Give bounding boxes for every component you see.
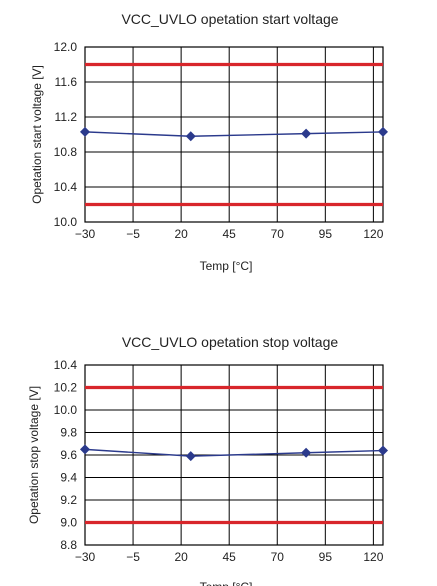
chart2-y-tick-label-1: 9.0 [60,516,77,530]
chart1-title: VCC_UVLO opetation start voltage [121,11,338,27]
chart1-plot-frame [84,46,384,223]
chart2-data-point-0 [80,444,90,455]
chart1-y-tick-label-5: 12.0 [54,40,78,54]
chart2-x-axis-label: Temp [°C] [200,580,253,586]
chart1-y-tick-label-3: 11.2 [55,110,78,124]
chart2-series-line-0 [84,448,384,457]
chart1-y-tick-label-0: 10.0 [54,215,78,229]
chart1-x-tick-label-4: 70 [271,227,285,241]
chart1-x-tick-label-6: 120 [363,227,383,241]
chart2-x-tick-label-4: 70 [271,550,285,564]
chart2-y-tick-label-0: 8.8 [60,538,77,552]
chart2-y-axis-label: Opetation stop voltage [V] [27,386,41,524]
chart1-x-tick-label-3: 45 [223,227,237,241]
chart1-data-point-3 [378,126,388,137]
chart1-x-tick-label-5: 95 [319,227,333,241]
chart2-y-tick-label-7: 10.2 [54,381,78,395]
chart2-y-tick-label-4: 9.6 [60,448,77,462]
chart1-y-axis-label: Opetation start voltage [V] [30,65,44,204]
chart2-data-point-2 [301,447,312,458]
chart2-y-tick-label-3: 9.4 [60,471,77,485]
chart1-data-point-1 [185,131,196,142]
chart2-title: VCC_UVLO opetation stop voltage [122,334,339,350]
chart1-x-axis-label: Temp [°C] [200,259,253,273]
chart1-data-point-0 [80,126,90,137]
chart1-y-tick-label-1: 10.4 [54,180,78,194]
chart2-data-point-1 [185,451,196,462]
chart2-x-tick-label-0: −30 [75,550,96,564]
chart2-data-point-3 [378,445,388,456]
chart2-y-tick-label-2: 9.2 [60,493,77,507]
chart2-x-tick-label-6: 120 [363,550,383,564]
chart1-x-tick-label-1: −5 [126,227,140,241]
chart2-x-tick-label-2: 20 [174,550,188,564]
chart1-data-point-2 [301,128,312,139]
chart2-x-tick-label-3: 45 [223,550,237,564]
chart2-y-tick-label-5: 9.8 [60,426,77,440]
chart1-x-tick-label-0: −30 [75,227,96,241]
chart1-y-tick-label-4: 11.6 [55,75,78,89]
chart1-x-tick-label-2: 20 [174,227,188,241]
chart1-series-line-0 [84,131,384,137]
chart2-x-tick-label-5: 95 [319,550,333,564]
chart2-x-tick-label-1: −5 [126,550,140,564]
chart2-y-tick-label-6: 10.0 [54,403,78,417]
chart1-y-tick-label-2: 10.8 [54,145,78,159]
chart2-y-tick-label-8: 10.4 [54,358,78,372]
